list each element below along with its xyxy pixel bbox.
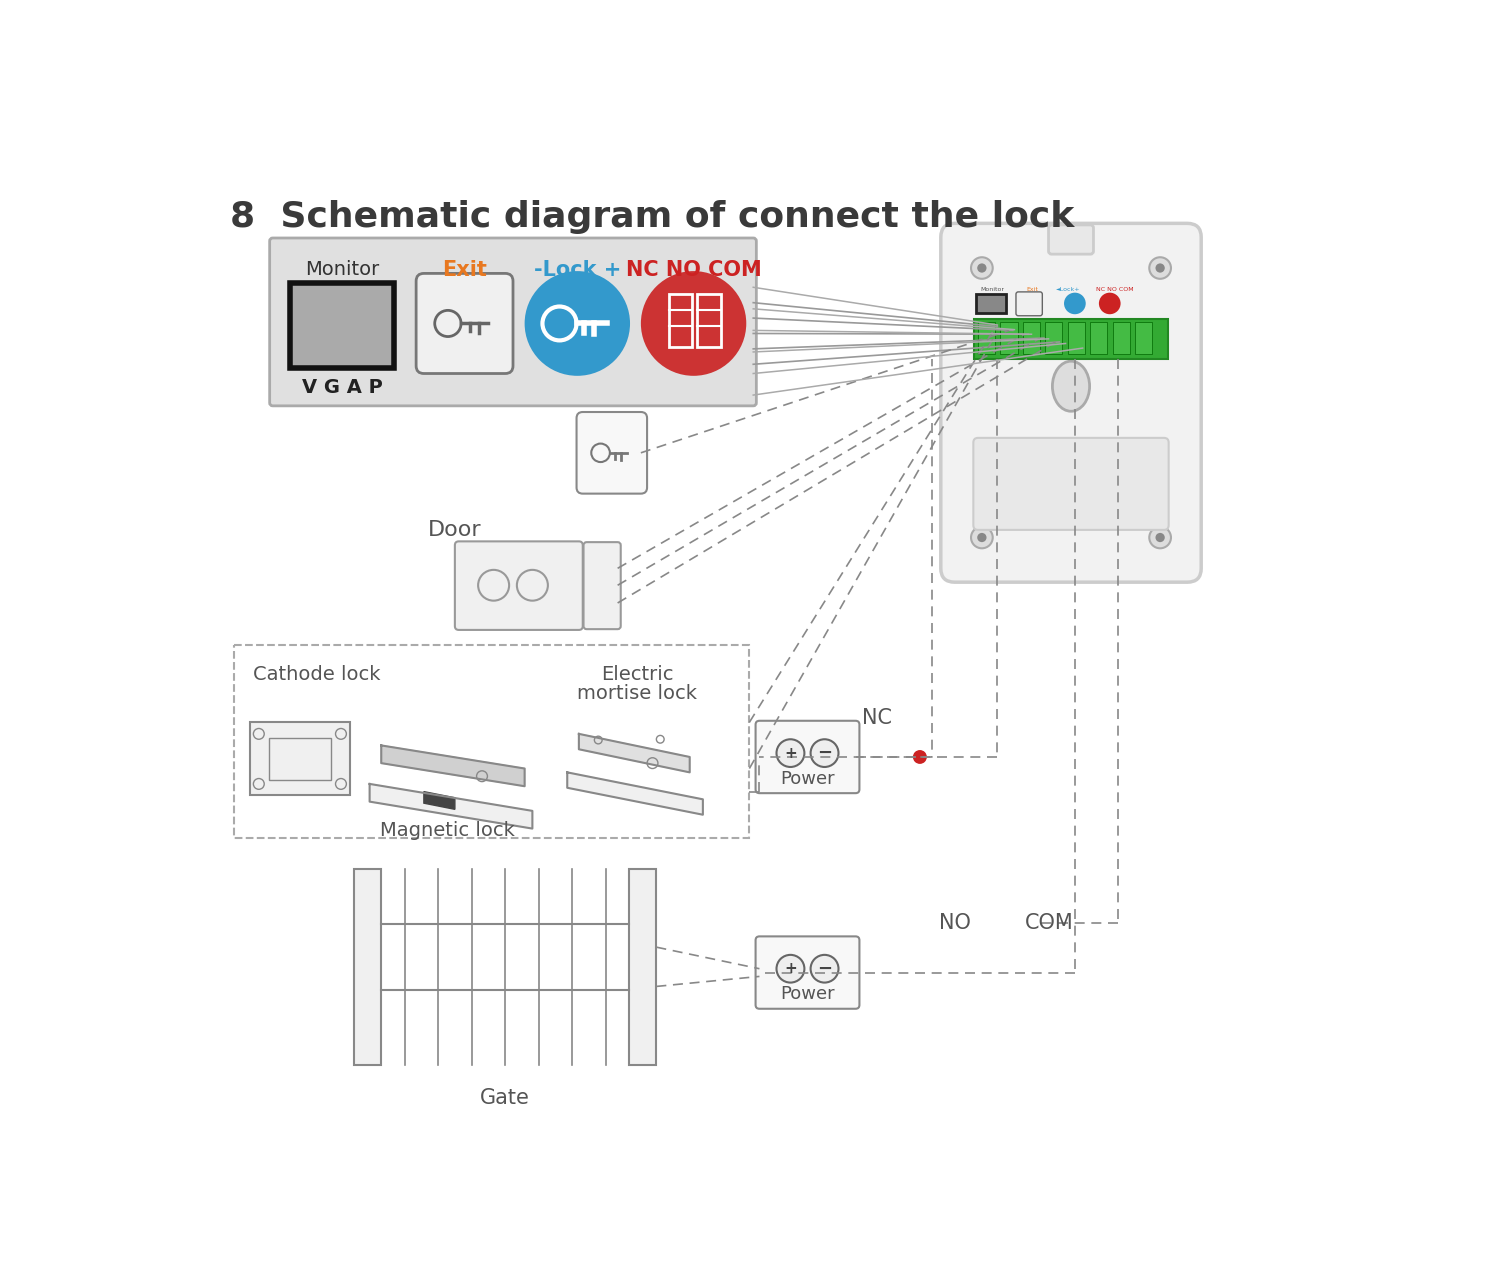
Circle shape [777,955,804,982]
Text: −: − [818,960,833,977]
Circle shape [914,750,927,764]
Circle shape [1155,263,1166,273]
FancyBboxPatch shape [940,224,1202,582]
Circle shape [1100,292,1120,314]
Circle shape [810,740,838,766]
Circle shape [1155,533,1166,543]
FancyBboxPatch shape [630,868,657,1065]
Text: −: − [818,744,833,763]
FancyBboxPatch shape [576,412,646,493]
FancyBboxPatch shape [584,543,621,629]
Polygon shape [381,745,525,787]
Text: NC NO COM: NC NO COM [1096,287,1134,292]
Polygon shape [567,773,704,815]
Circle shape [970,257,993,278]
Text: 8  Schematic diagram of connect the lock: 8 Schematic diagram of connect the lock [230,201,1074,234]
Text: Magnetic lock: Magnetic lock [380,821,514,840]
Text: Door: Door [427,520,482,540]
FancyBboxPatch shape [270,238,756,405]
Text: +: + [784,746,796,760]
FancyBboxPatch shape [290,283,394,369]
Text: ◄Lock+: ◄Lock+ [1056,287,1082,292]
Circle shape [525,271,630,376]
Text: V G A P: V G A P [302,379,382,397]
Text: Electric: Electric [600,665,674,684]
Text: mortise lock: mortise lock [578,684,698,703]
Circle shape [640,271,747,376]
Text: Monitor: Monitor [306,261,380,280]
FancyBboxPatch shape [974,438,1168,530]
FancyBboxPatch shape [1136,322,1152,355]
Text: Power: Power [780,769,836,788]
FancyBboxPatch shape [1048,225,1094,254]
Text: +: + [784,961,796,976]
Text: NC: NC [861,708,891,728]
Text: NO: NO [939,913,970,933]
FancyBboxPatch shape [978,322,994,355]
Text: Power: Power [780,985,836,1003]
Polygon shape [369,784,532,829]
Text: COM: COM [1024,913,1074,933]
FancyBboxPatch shape [1046,322,1062,355]
Text: -Lock +: -Lock + [534,261,621,281]
FancyBboxPatch shape [1023,322,1040,355]
Circle shape [777,740,804,766]
FancyBboxPatch shape [1090,322,1107,355]
FancyBboxPatch shape [974,319,1168,358]
Circle shape [976,533,987,543]
Text: Exit: Exit [442,261,488,281]
Circle shape [1149,257,1172,278]
FancyBboxPatch shape [756,721,859,793]
Text: Exit: Exit [1026,287,1038,292]
FancyBboxPatch shape [1000,322,1017,355]
Circle shape [970,526,993,548]
FancyBboxPatch shape [756,937,859,1009]
Ellipse shape [1053,361,1089,412]
FancyBboxPatch shape [1113,322,1130,355]
Circle shape [1064,292,1086,314]
Text: Cathode lock: Cathode lock [254,665,381,684]
Circle shape [1149,526,1172,548]
Polygon shape [579,733,690,773]
Text: Gate: Gate [480,1088,530,1108]
Circle shape [810,955,838,982]
Text: Monitor: Monitor [980,287,1004,292]
Circle shape [976,263,987,273]
Text: NC NO COM: NC NO COM [626,261,762,281]
FancyBboxPatch shape [1068,322,1084,355]
FancyBboxPatch shape [416,273,513,374]
Polygon shape [424,792,454,810]
FancyBboxPatch shape [1016,292,1042,315]
FancyBboxPatch shape [249,722,350,796]
FancyBboxPatch shape [976,294,1006,314]
FancyBboxPatch shape [454,541,582,630]
FancyBboxPatch shape [354,868,381,1065]
